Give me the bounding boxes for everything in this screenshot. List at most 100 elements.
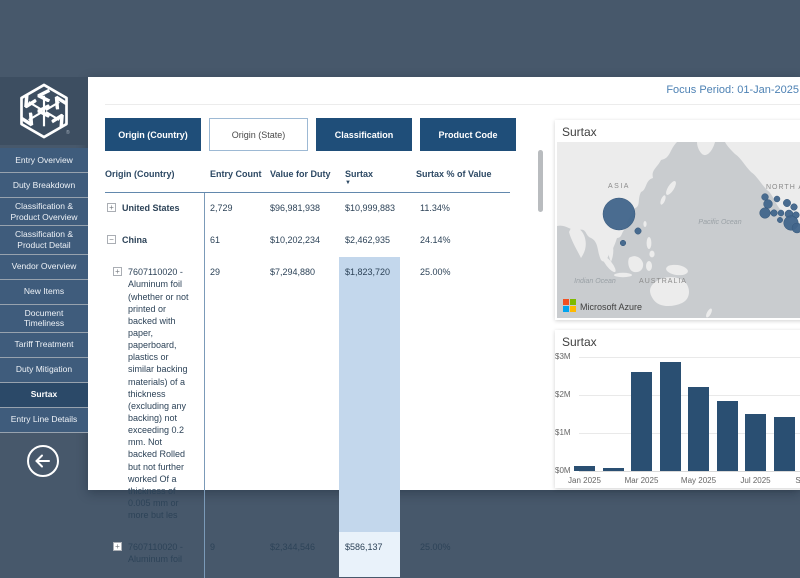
sidebar-item-duty-mitigation[interactable]: Duty Mitigation: [0, 357, 88, 383]
surtax-bubble[interactable]: [602, 197, 636, 231]
world-map[interactable]: ASIA NORTH AMERICA Pacific Ocean Indian …: [557, 142, 800, 318]
ms-logo-blue: [563, 306, 569, 312]
table-row[interactable]: − China 61 $10,202,234 $2,462,935 24.14%: [105, 225, 510, 257]
table-row[interactable]: +7607110020 - Aluminum foil 9 $2,344,546 $5…: [105, 532, 510, 577]
surtax-bubble-layer: [602, 193, 800, 247]
x-tick-label: Jul 2025: [740, 476, 771, 485]
sidebar-item-tariff-treatment[interactable]: Tariff Treatment: [0, 332, 88, 358]
bar-series-surtax: [555, 330, 800, 488]
tab-product-code[interactable]: Product Code: [420, 118, 516, 151]
table-scrollbar-thumb[interactable]: [538, 150, 543, 212]
table-body: + United States 2,729 $96,981,938 $10,999,88…: [105, 193, 510, 578]
surtax-map-card: Surtax: [555, 120, 800, 320]
company-logo-icon: [20, 83, 68, 139]
tab-classification[interactable]: Classification: [316, 118, 412, 151]
surtax-bubble[interactable]: [634, 227, 642, 235]
map-land-java: [614, 272, 632, 278]
table-row[interactable]: + United States 2,729 $96,981,938 $10,999,88…: [105, 193, 510, 225]
sidebar-item-classification-product-detail[interactable]: Classification & Product Detail: [0, 226, 88, 255]
x-tick-label: May 2025: [680, 476, 717, 485]
surtax-bubble[interactable]: [777, 209, 785, 217]
map-land-borneo: [628, 256, 644, 273]
bar-aug-2025[interactable]: [773, 416, 795, 471]
map-land-philippines: [646, 237, 652, 249]
bar-feb-2025[interactable]: [602, 467, 624, 471]
cell-surtax: $10,999,883: [345, 203, 396, 213]
tab-origin-country[interactable]: Origin (Country): [105, 118, 201, 151]
sidebar-item-vendor-overview[interactable]: Vendor Overview: [0, 254, 88, 280]
chart-card-title: Surtax: [562, 335, 597, 349]
sidebar-item-entry-line-details[interactable]: Entry Line Details: [0, 407, 88, 433]
map-canvas[interactable]: ASIA NORTH AMERICA Pacific Ocean Indian …: [557, 142, 800, 318]
back-button[interactable]: [27, 445, 59, 477]
map-land-japan: [666, 181, 676, 195]
map-land-new-zealand: [706, 308, 712, 318]
ms-logo-red: [563, 299, 569, 305]
x-tick-label: Sep 2025: [795, 476, 800, 485]
map-label-north-america: NORTH AMERICA: [766, 184, 800, 191]
ms-logo-yellow: [570, 306, 576, 312]
surtax-bubble[interactable]: [619, 239, 627, 247]
surtax-bubble[interactable]: [761, 193, 769, 201]
sidebar-nav: Entry Overview Duty Breakdown Classificati…: [0, 148, 88, 433]
map-land-new-guinea: [666, 264, 688, 276]
surtax-bubble[interactable]: [777, 217, 783, 223]
sidebar-item-surtax[interactable]: Surtax: [0, 382, 88, 408]
map-card-title: Surtax: [562, 125, 597, 139]
surtax-table: Origin (Country) Entry Count Value for D…: [105, 163, 510, 578]
cell-surtax-pct: 25.00%: [420, 542, 451, 553]
surtax-bubble[interactable]: [773, 195, 781, 203]
sidebar-item-duty-breakdown[interactable]: Duty Breakdown: [0, 173, 88, 198]
bar-jul-2025[interactable]: [745, 414, 766, 471]
back-arrow-icon: [35, 454, 50, 468]
col-header-surtax[interactable]: Surtax ▼: [339, 163, 400, 186]
map-label-australia: AUSTRALIA: [639, 278, 687, 285]
bar-jun-2025[interactable]: [716, 401, 738, 471]
map-label-pacific-ocean: Pacific Ocean: [698, 219, 741, 226]
col-header-origin-country[interactable]: Origin (Country): [105, 169, 175, 179]
cell-surtax: $1,823,720: [339, 257, 400, 533]
map-land-australia: [650, 277, 690, 307]
col-header-value-for-duty[interactable]: Value for Duty: [270, 169, 331, 179]
sidebar-item-new-items[interactable]: New Items: [0, 279, 88, 305]
bar-may-2025[interactable]: [688, 386, 709, 471]
column-divider: [204, 193, 205, 578]
bar-mar-2025[interactable]: [631, 372, 652, 471]
expand-icon[interactable]: +: [113, 542, 122, 552]
cell-surtax: $586,137: [339, 532, 400, 577]
cell-value-for-duty: $2,344,546: [270, 542, 316, 553]
y-tick-2m: $2M: [555, 390, 571, 399]
surtax-bubble[interactable]: [770, 209, 778, 217]
expand-icon[interactable]: +: [113, 267, 122, 277]
x-axis-baseline: [579, 471, 800, 472]
table-row[interactable]: +7607110020 - Aluminum foil (whether or …: [105, 257, 510, 533]
col-header-entry-count[interactable]: Entry Count: [210, 169, 262, 179]
surtax-bubble[interactable]: [790, 203, 798, 211]
microsoft-azure-attribution: Microsoft Azure: [563, 299, 642, 312]
sidebar-item-classification-product-overview[interactable]: Classification & Product Overview: [0, 198, 88, 227]
map-label-indian-ocean: Indian Ocean: [574, 278, 616, 285]
col-header-surtax-pct[interactable]: Surtax % of Value: [416, 169, 492, 179]
cell-entry-count: 61: [210, 235, 221, 246]
row-label: 7607110020 - Aluminum foil (whether or n…: [128, 267, 189, 521]
row-label: 7607110020 - Aluminum foil: [128, 542, 183, 565]
header-divider: [105, 104, 800, 105]
expand-icon[interactable]: +: [107, 203, 116, 212]
surtax-bubble[interactable]: [783, 199, 791, 207]
surtax-bubble[interactable]: [763, 199, 773, 209]
sidebar-item-entry-overview[interactable]: Entry Overview: [0, 148, 88, 173]
map-land-india: [569, 227, 586, 258]
surtax-bubble[interactable]: [791, 222, 800, 234]
bar-jan-2025[interactable]: [574, 466, 595, 471]
table-header-row: Origin (Country) Entry Count Value for D…: [105, 163, 510, 193]
collapse-icon[interactable]: −: [107, 235, 116, 245]
cell-entry-count: 2,729: [210, 203, 233, 213]
cell-entry-count: 9: [210, 542, 216, 553]
cell-surtax-pct: 11.34%: [420, 203, 450, 213]
bar-apr-2025[interactable]: [659, 361, 681, 471]
x-tick-label: Mar 2025: [624, 476, 659, 485]
sidebar-item-document-timeliness[interactable]: Document Timeliness: [0, 304, 88, 333]
tab-origin-state[interactable]: Origin (State): [209, 118, 308, 151]
surtax-bubble[interactable]: [759, 207, 771, 219]
row-label: China: [122, 235, 148, 246]
